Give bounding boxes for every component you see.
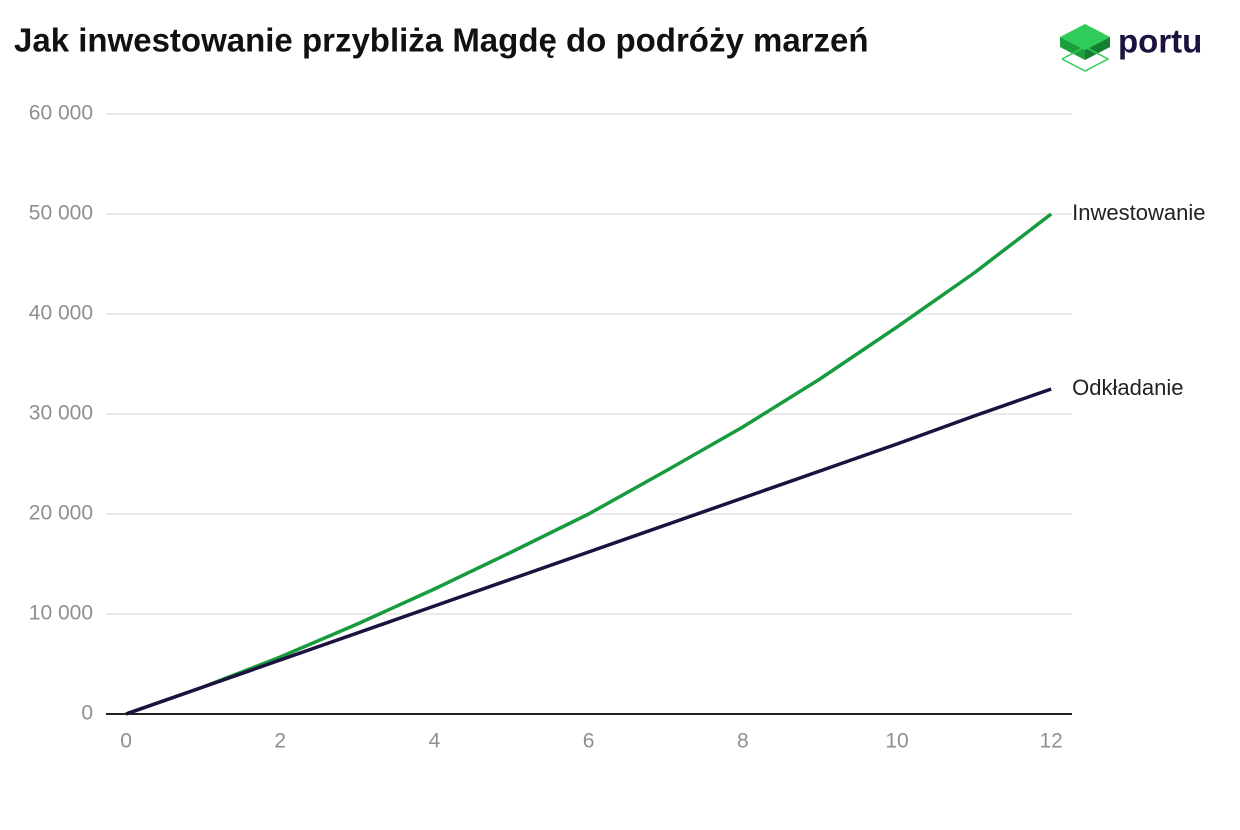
x-tick-label: 8 (737, 730, 749, 753)
y-tick-label: 60 000 (29, 102, 93, 125)
series-line (125, 387, 1052, 716)
x-tick-label: 6 (583, 730, 595, 753)
y-tick-label: 30 000 (29, 402, 93, 425)
logo-text: portu (1118, 23, 1202, 60)
series-line (125, 212, 1053, 716)
y-tick-label: 0 (81, 702, 93, 725)
chart-title: Jak inwestowanie przybliża Magdę do podr… (14, 22, 869, 59)
x-tick-label: 2 (274, 730, 286, 753)
series-label: Inwestowanie (1072, 200, 1205, 225)
x-tick-label: 12 (1040, 730, 1063, 753)
y-tick-label: 50 000 (29, 202, 93, 225)
logo-icon (1060, 24, 1110, 72)
series-label: Odkładanie (1072, 375, 1183, 400)
x-tick-label: 4 (429, 730, 441, 753)
x-tick-label: 0 (120, 730, 132, 753)
y-tick-label: 10 000 (29, 602, 93, 625)
y-tick-label: 40 000 (29, 302, 93, 325)
x-tick-label: 10 (885, 730, 908, 753)
y-tick-label: 20 000 (29, 502, 93, 525)
